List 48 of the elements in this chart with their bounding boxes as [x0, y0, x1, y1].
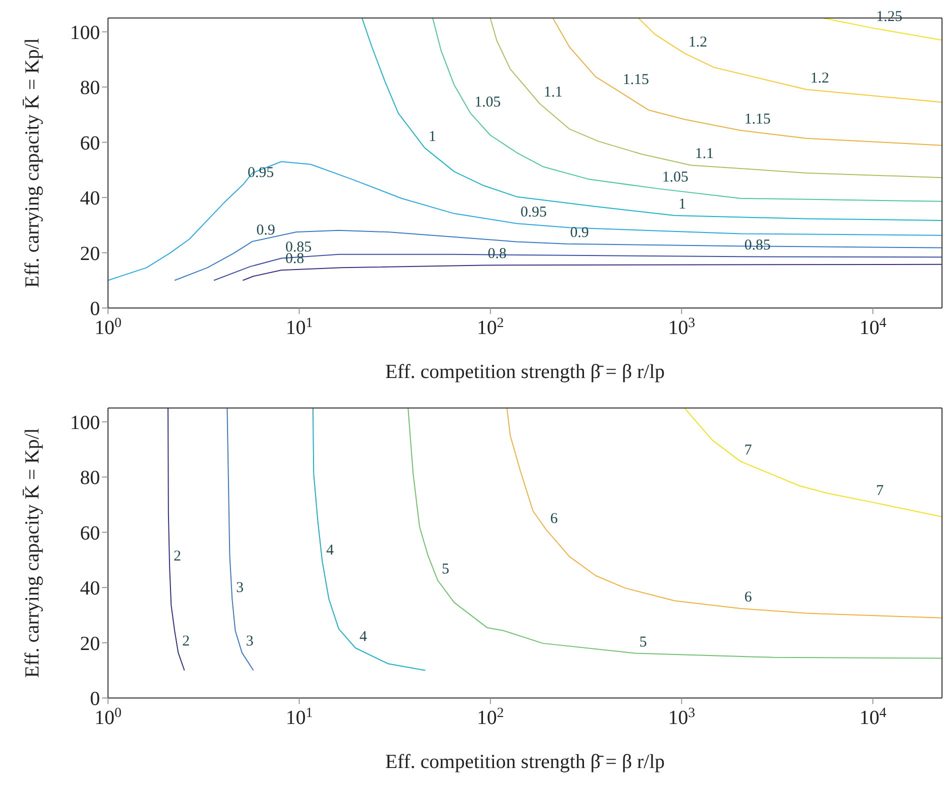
- x-tick-label: 10$^{4}$: [859, 316, 886, 339]
- x-tick-label: 10$^{2}$: [476, 316, 504, 339]
- series-label: 3: [236, 580, 244, 596]
- y-tick-label: 60: [80, 132, 100, 154]
- series-label: 2: [174, 548, 182, 564]
- x-tick-label: 10$^{1}$: [286, 316, 313, 339]
- text: 0.95: [520, 204, 547, 220]
- text: 1.2: [688, 34, 708, 50]
- y-tick-label: 80: [80, 467, 100, 490]
- x-tick-label: 10$^{1}$: [286, 706, 313, 729]
- series-label: 1.05: [662, 170, 688, 186]
- series-label: 1.1: [695, 146, 714, 162]
- text: 3: [246, 634, 254, 650]
- text: 1: [428, 128, 436, 145]
- x-tick-label: 10$^{3}$: [668, 316, 696, 339]
- series-label: 7: [876, 483, 884, 500]
- text: 4: [360, 629, 368, 646]
- x-tick-label: 10$^{3}$: [668, 706, 696, 729]
- series-label: 5: [639, 634, 647, 650]
- series-label: 1.15: [744, 111, 771, 128]
- x-axis-title: Eff. competition strength β̄ = β r/lp: [385, 361, 665, 383]
- y-tick-label: 20: [80, 632, 100, 655]
- text: 6: [550, 510, 558, 527]
- x-tick-label: 10$^{2}$: [476, 706, 504, 729]
- y-tick-label: 20: [80, 242, 100, 265]
- series-label: 1: [678, 196, 686, 212]
- series-label: 0.9: [256, 222, 276, 238]
- text: 0.9: [570, 224, 589, 241]
- y-tick-label: 40: [80, 188, 100, 210]
- y-tick-label: 80: [80, 77, 100, 100]
- y-axis-title: Eff. carrying capacity K̄ = Kp/l: [22, 38, 44, 288]
- text: 5: [442, 561, 450, 578]
- line-series: [226, 408, 254, 671]
- y-tick-label: 100: [70, 22, 100, 44]
- text: 1.1: [544, 84, 562, 101]
- text: 7: [744, 442, 752, 458]
- x-tick-label: 10$^{4}$: [859, 706, 886, 729]
- y-tick-label: 40: [80, 578, 100, 600]
- series-label: 4: [326, 542, 334, 558]
- text: 2: [182, 634, 190, 650]
- y-tick-label: 100: [70, 412, 100, 434]
- text: 1.15: [622, 72, 649, 88]
- y-tick-label: 60: [80, 522, 100, 544]
- x-axis-title: Eff. competition strength β̄ = β r/lp: [385, 751, 665, 773]
- text: 1.05: [474, 94, 501, 110]
- series-label: 1.2: [810, 70, 830, 87]
- series-label: 6: [744, 590, 752, 606]
- y-axis-title: Eff. carrying capacity K̄ = Kp/l: [22, 428, 44, 678]
